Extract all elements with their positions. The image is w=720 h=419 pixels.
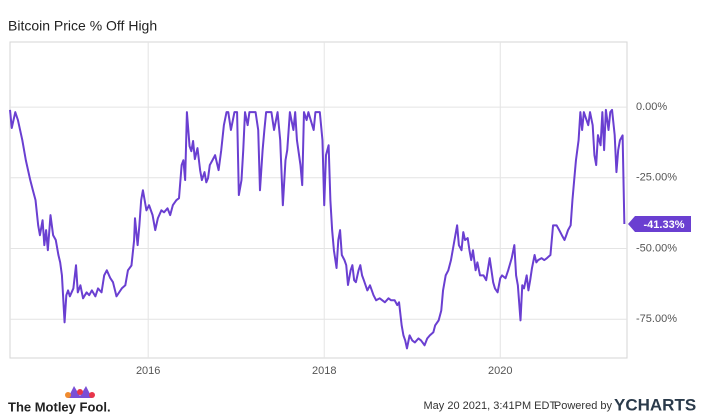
x-tick-label: 2018 bbox=[312, 365, 336, 377]
timestamp: May 20 2021, 3:41PM EDT. bbox=[423, 400, 558, 412]
x-tick-label: 2020 bbox=[488, 365, 512, 377]
grid bbox=[10, 42, 627, 358]
y-tick-label: -75.00% bbox=[636, 313, 677, 325]
logo-icon bbox=[65, 386, 95, 398]
logo-text: The Motley Fool. bbox=[8, 399, 111, 414]
x-tick-label: 2016 bbox=[136, 365, 160, 377]
y-tick-label: -50.00% bbox=[636, 242, 677, 254]
plot-frame bbox=[9, 41, 628, 359]
y-tick-label: -25.00% bbox=[636, 172, 677, 184]
line bbox=[9, 108, 626, 350]
brand: YCHARTS bbox=[614, 395, 696, 414]
chart-title: Bitcoin Price % Off High bbox=[8, 18, 157, 34]
powered-by: Powered by bbox=[554, 400, 613, 412]
y-tick-label: 0.00% bbox=[636, 101, 667, 113]
annotation-box bbox=[628, 215, 691, 232]
annotation-label: -41.33% bbox=[644, 219, 685, 231]
